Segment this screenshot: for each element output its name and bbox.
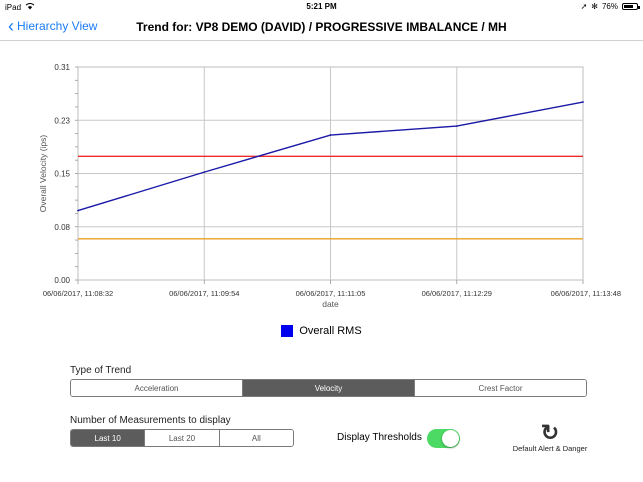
reset-label: Default Alert & Danger bbox=[512, 444, 588, 453]
page-title: Trend for: VP8 DEMO (DAVID) / PROGRESSIV… bbox=[136, 20, 507, 34]
device-name: iPad bbox=[5, 2, 22, 12]
segment-crest-factor[interactable]: Crest Factor bbox=[415, 380, 586, 396]
measurements-label: Number of Measurements to display bbox=[70, 415, 231, 426]
series-point bbox=[582, 101, 584, 103]
back-label: Hierarchy View bbox=[17, 19, 98, 33]
segment-all[interactable]: All bbox=[219, 430, 293, 446]
legend-swatch bbox=[281, 325, 294, 337]
series-point bbox=[203, 171, 206, 174]
series-point bbox=[329, 134, 332, 136]
display-thresholds-toggle[interactable] bbox=[427, 429, 460, 448]
chart-svg: 0.00 0.08 0.15 0.23 0.31 06/06/2017, 11:08:32… bbox=[38, 63, 621, 309]
battery-percent: 76% bbox=[601, 2, 618, 11]
x-tick-label: 06/06/2017, 11:09:54 bbox=[169, 289, 239, 298]
legend-label: Overall RMS bbox=[299, 325, 362, 337]
y-tick-label: 0.23 bbox=[54, 116, 70, 125]
series-point bbox=[77, 209, 79, 212]
series-point bbox=[455, 125, 458, 127]
y-axis-title: Overall Velocity (ips) bbox=[38, 135, 48, 213]
trend-type-label: Type of Trend bbox=[70, 365, 132, 376]
y-tick-label: 0.31 bbox=[54, 63, 70, 72]
segment-acceleration[interactable]: Acceleration bbox=[71, 380, 243, 396]
toggle-knob bbox=[442, 430, 459, 447]
y-tick-label: 0.08 bbox=[54, 223, 70, 232]
back-button[interactable]: ‹ Hierarchy View bbox=[8, 16, 98, 36]
navigation-bar: ‹ Hierarchy View Trend for: VP8 DEMO (DA… bbox=[0, 14, 643, 41]
trend-type-control: Acceleration Velocity Crest Factor bbox=[70, 379, 587, 397]
chevron-left-icon: ‹ bbox=[8, 16, 14, 36]
display-thresholds-label: Display Thresholds bbox=[337, 432, 422, 443]
y-tick-label: 0.00 bbox=[54, 276, 70, 285]
x-axis-title: date bbox=[322, 299, 339, 309]
chart-legend: Overall RMS bbox=[0, 325, 643, 337]
measurements-control: Last 10 Last 20 All bbox=[70, 429, 294, 447]
segment-last-10[interactable]: Last 10 bbox=[71, 430, 146, 446]
segment-last-20[interactable]: Last 20 bbox=[145, 430, 220, 446]
segment-velocity[interactable]: Velocity bbox=[243, 380, 415, 396]
location-icon: ➚ bbox=[580, 2, 588, 11]
status-bar: iPad 5:21 PM ➚ ✻ 76% bbox=[0, 0, 643, 14]
x-tick-label: 06/06/2017, 11:12:29 bbox=[422, 289, 492, 298]
clock: 5:21 PM bbox=[306, 2, 337, 11]
x-tick-label: 06/06/2017, 11:11:05 bbox=[296, 289, 366, 298]
default-alert-danger-button[interactable]: ↻ Default Alert & Danger bbox=[505, 420, 595, 454]
battery-icon bbox=[622, 3, 640, 10]
wifi-icon bbox=[25, 2, 35, 12]
x-tick-label: 06/06/2017, 11:08:32 bbox=[43, 289, 113, 298]
refresh-icon: ↻ bbox=[540, 420, 560, 445]
x-tick-label: 06/06/2017, 11:13:48 bbox=[551, 289, 621, 298]
trend-chart: 0.00 0.08 0.15 0.23 0.31 06/06/2017, 11:08:32… bbox=[0, 40, 643, 345]
bluetooth-icon: ✻ bbox=[591, 2, 598, 11]
y-tick-label: 0.15 bbox=[54, 170, 70, 179]
